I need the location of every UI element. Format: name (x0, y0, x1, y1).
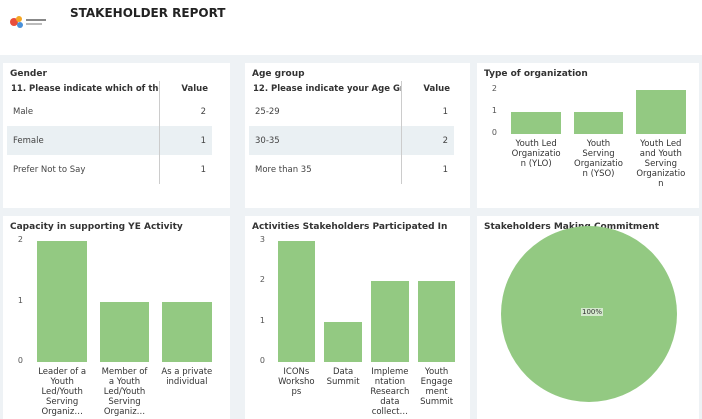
x-tick-label: As a private individual (161, 367, 213, 387)
table-row: Female 1 (7, 126, 212, 155)
y-tick-label: 2 (17, 235, 23, 244)
x-tick-label: Data Summit (326, 367, 360, 387)
table-row: 25-29 1 (249, 97, 454, 126)
bar (161, 301, 212, 362)
cell: Female (7, 126, 160, 155)
x-tick-label: Youth Led and Youth Serving Organization (636, 139, 686, 189)
header-row: 11. Please indicate which of thes Value (7, 81, 212, 97)
cell: 2 (401, 126, 454, 155)
cell: 1 (401, 155, 454, 184)
chart-card: Stakeholders Making Commitment 100% (477, 216, 699, 419)
column-header: 11. Please indicate which of thes (11, 84, 160, 94)
logo (10, 16, 46, 28)
chart-card: Capacity in supporting YE Activity 0 1 2 Le… (3, 216, 230, 419)
cell: Male (13, 106, 34, 117)
cell: 25-29 (255, 106, 280, 117)
bar (371, 281, 409, 362)
table-row: More than 35 1 (249, 155, 454, 184)
y-tick-label: 1 (259, 315, 265, 325)
slice-label: 100% (581, 308, 604, 316)
bar (573, 112, 624, 134)
x-tick-label: Member of a Youth Led/Youth Serving Orga… (101, 367, 148, 417)
report-title: STAKEHOLDER REPORT (70, 6, 226, 20)
column-header: Value (159, 81, 212, 97)
bar (635, 90, 686, 134)
table-card: Gender 11. Please indicate which of thes… (3, 63, 230, 208)
bar (417, 281, 456, 362)
cell: 1 (159, 155, 212, 184)
card-title: Gender (10, 69, 47, 79)
x-tick-label: Leader of a Youth Led/Youth Serving Orga… (38, 367, 87, 417)
cell: 2 (159, 97, 212, 126)
x-tick-label: Implementation Research data collect… (370, 367, 410, 417)
bar (324, 321, 362, 362)
y-tick-label: 3 (259, 235, 265, 244)
x-tick-label: Youth Led Organization (YLO) (511, 139, 561, 169)
y-tick-label: 0 (491, 128, 497, 137)
chart-title: Capacity in supporting YE Activity (10, 222, 183, 232)
bar (277, 241, 316, 362)
y-tick-label: 1 (17, 295, 23, 305)
column-header: Value (401, 81, 454, 97)
bar (99, 301, 150, 362)
chart-card: Type of organization 0 1 2 Youth Led Organi… (477, 63, 699, 208)
table-card: Age group 12. Please indicate your Age G… (245, 63, 470, 208)
chart-card: Activities Stakeholders Participated In … (245, 216, 470, 419)
y-tick-label: 2 (259, 275, 265, 285)
x-tick-label: ICONs Workshops (278, 367, 315, 397)
bar (511, 112, 562, 134)
chart-title: Stakeholders Making Commitment (484, 222, 660, 232)
chart-title: Activities Stakeholders Participated In (252, 222, 448, 232)
x-tick-label: Youth Engagement Summit (420, 367, 454, 407)
table: 11. Please indicate which of thes Value Ma… (7, 81, 212, 184)
x-tick-label: Youth Serving Organization (YSO) (574, 139, 623, 179)
cell: More than 35 (255, 164, 312, 175)
cell: 30-35 (249, 126, 402, 155)
column-header: 12. Please indicate your Age Gro (253, 84, 402, 94)
header-row: 12. Please indicate your Age Gro Value (249, 81, 454, 97)
y-tick-label: 0 (17, 356, 23, 365)
table-row: Prefer Not to Say 1 (7, 155, 212, 184)
header: STAKEHOLDER REPORT (0, 0, 702, 55)
y-tick-label: 0 (259, 356, 265, 365)
y-tick-label: 2 (491, 84, 497, 93)
cell: Prefer Not to Say (13, 164, 86, 175)
table: 12. Please indicate your Age Gro Value 25-… (249, 81, 454, 184)
card-title: Age group (252, 69, 305, 79)
y-tick-label: 1 (491, 106, 497, 115)
chart-title: Type of organization (484, 69, 588, 79)
cell: 1 (159, 126, 212, 155)
cell: 1 (401, 97, 454, 126)
table-row: Male 2 (7, 97, 212, 126)
bar (37, 241, 88, 362)
table-row: 30-35 2 (249, 126, 454, 155)
